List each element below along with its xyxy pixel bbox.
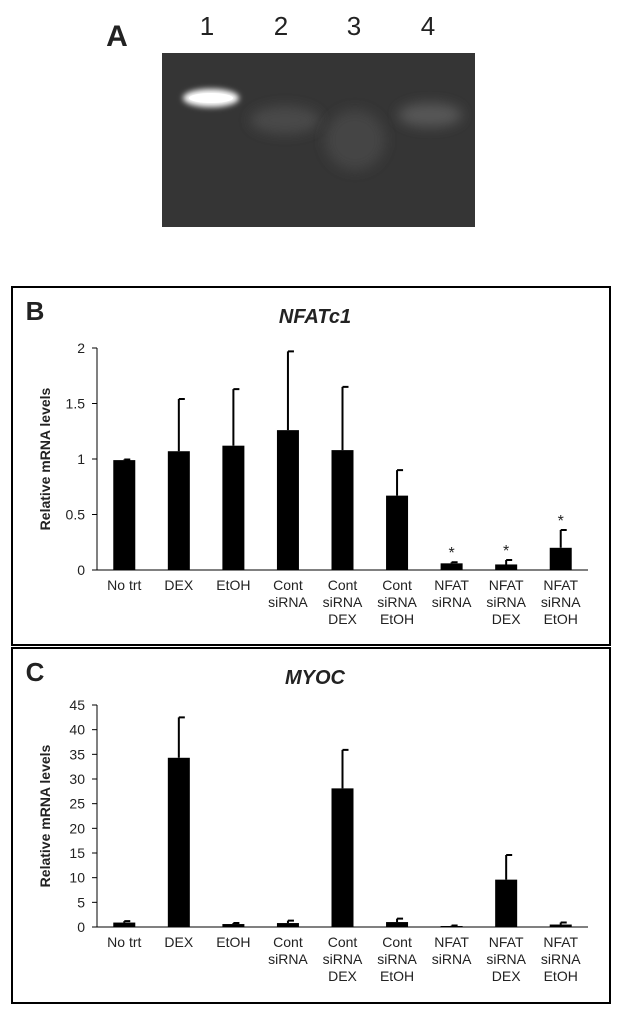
- y-tick-label: 2: [77, 340, 85, 356]
- bar: [222, 924, 244, 927]
- x-tick-label: DEX: [164, 934, 193, 950]
- x-tick-label: No trt: [107, 577, 141, 593]
- x-tick-label: No trt: [107, 934, 141, 950]
- error-bar: [288, 921, 294, 923]
- y-tick-label: 0: [77, 562, 85, 578]
- lane-label: 3: [347, 11, 361, 41]
- bar: [113, 460, 135, 570]
- bar: [332, 450, 354, 570]
- bar: [386, 496, 408, 570]
- x-tick-label: EtOH: [216, 577, 250, 593]
- y-axis-label: Relative mRNA levels: [37, 387, 53, 530]
- y-tick-label: 0: [77, 919, 85, 935]
- error-bar: [343, 750, 349, 788]
- lane-label: 1: [200, 11, 214, 41]
- bar: [441, 563, 463, 570]
- gel: [162, 53, 475, 227]
- error-bar: [233, 923, 239, 924]
- y-tick-label: 1.5: [66, 396, 86, 412]
- y-tick-label: 25: [69, 796, 85, 812]
- lane-label: 4: [421, 11, 435, 41]
- panel-label: C: [26, 657, 45, 687]
- significance-mark: *: [558, 513, 564, 530]
- bar: [332, 788, 354, 927]
- bar: [495, 880, 517, 927]
- y-tick-label: 30: [69, 771, 85, 787]
- bar: [168, 758, 190, 927]
- error-bar: [179, 399, 185, 451]
- y-tick-label: 45: [69, 697, 85, 713]
- error-bar: [179, 717, 185, 757]
- bar: [113, 923, 135, 927]
- bar: [277, 430, 299, 570]
- error-bar: [561, 923, 567, 925]
- error-bar: [506, 855, 512, 880]
- significance-mark: *: [448, 545, 454, 562]
- panel-label: A: [106, 20, 128, 53]
- y-tick-label: 20: [69, 820, 85, 836]
- panel-label: B: [26, 296, 45, 326]
- bar: [386, 922, 408, 927]
- y-tick-label: 1: [77, 451, 85, 467]
- x-tick-label: DEX: [164, 577, 193, 593]
- chart-title: MYOC: [285, 667, 346, 689]
- bar: [495, 564, 517, 570]
- bar: [222, 446, 244, 570]
- error-bar: [288, 351, 294, 430]
- error-bar: [452, 562, 458, 563]
- lane-label: 2: [274, 11, 288, 41]
- error-bar: [397, 470, 403, 496]
- error-bar: [506, 560, 512, 564]
- error-bar: [233, 389, 239, 446]
- significance-mark: *: [503, 543, 509, 560]
- error-bar: [124, 921, 130, 922]
- error-bar: [343, 387, 349, 450]
- chart-title: NFATc1: [279, 306, 351, 328]
- bar: [550, 548, 572, 570]
- bar: [168, 451, 190, 570]
- bar: [277, 923, 299, 927]
- bar: [550, 925, 572, 927]
- y-tick-label: 35: [69, 746, 85, 762]
- error-bar: [561, 530, 567, 548]
- x-tick-label: EtOH: [216, 934, 250, 950]
- error-bar: [397, 919, 403, 922]
- y-tick-label: 40: [69, 722, 85, 738]
- error-bar: [124, 460, 130, 461]
- y-tick-label: 10: [69, 870, 85, 886]
- y-tick-label: 0.5: [66, 507, 86, 523]
- y-axis-label: Relative mRNA levels: [37, 744, 53, 887]
- y-tick-label: 15: [69, 845, 85, 861]
- y-tick-label: 5: [77, 894, 85, 910]
